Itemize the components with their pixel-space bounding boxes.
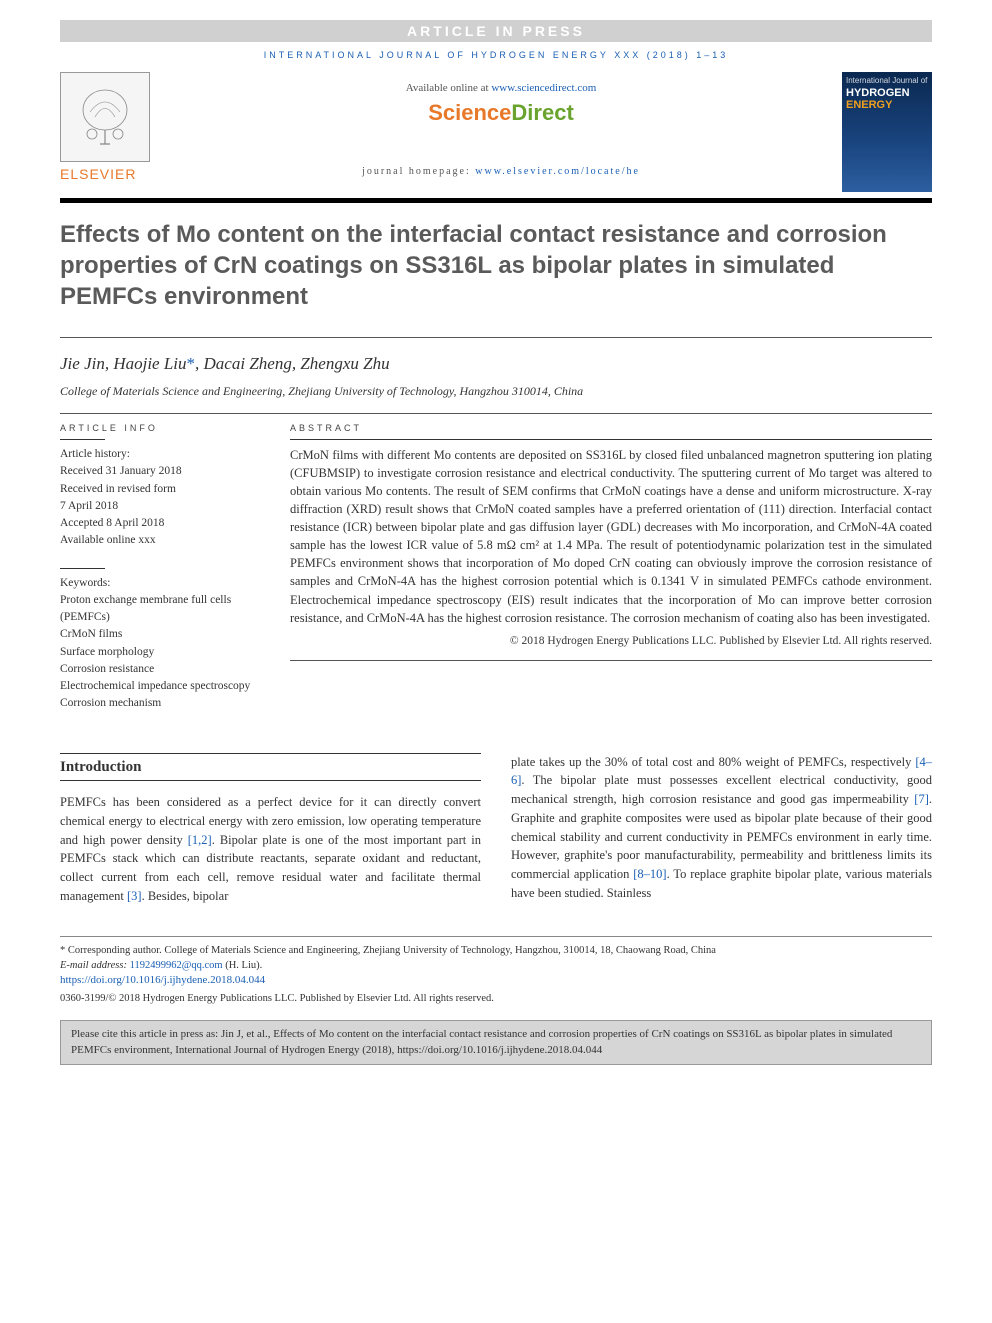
intro-top-rule <box>60 753 481 754</box>
intro-para-left: PEMFCs has been considered as a perfect … <box>60 793 481 906</box>
article-title: Effects of Mo content on the interfacial… <box>60 219 932 313</box>
available-prefix: Available online at <box>406 82 492 94</box>
affiliation: College of Materials Science and Enginee… <box>60 384 932 399</box>
history-item: Received in revised form <box>60 481 260 498</box>
sciencedirect-link[interactable]: www.sciencedirect.com <box>491 82 596 94</box>
homepage-link[interactable]: www.elsevier.com/locate/he <box>475 166 640 177</box>
history-block: Article history: Received 31 January 201… <box>60 446 260 550</box>
text-segment: plate takes up the 30% of total cost and… <box>511 755 915 769</box>
intro-para-right: plate takes up the 30% of total cost and… <box>511 753 932 903</box>
footnote-block: * Corresponding author. College of Mater… <box>60 936 932 1007</box>
abstract-text: CrMoN films with different Mo contents a… <box>290 446 932 627</box>
abstract-rule <box>290 439 932 440</box>
article-info-col: ARTICLE INFO Article history: Received 3… <box>60 422 260 713</box>
elsevier-tree-icon <box>60 72 150 162</box>
ref-link[interactable]: [1,2] <box>188 833 212 847</box>
available-online-line: Available online at www.sciencedirect.co… <box>160 82 842 94</box>
intro-heading: Introduction <box>60 756 481 779</box>
keyword: Corrosion mechanism <box>60 695 260 712</box>
info-rule <box>60 439 105 440</box>
keywords-label: Keywords: <box>60 575 260 592</box>
history-item: Available online xxx <box>60 532 260 549</box>
history-item: 7 April 2018 <box>60 498 260 515</box>
text-segment: . The bipolar plate must possesses excel… <box>511 773 932 806</box>
header-block: ELSEVIER Available online at www.science… <box>60 72 932 192</box>
kw-rule <box>60 568 105 569</box>
history-item: Received 31 January 2018 <box>60 463 260 480</box>
cover-line1: International Journal of <box>846 76 928 85</box>
article-info-label: ARTICLE INFO <box>60 422 260 436</box>
footer-copyright: 0360-3199/© 2018 Hydrogen Energy Publica… <box>60 991 932 1006</box>
center-header: Available online at www.sciencedirect.co… <box>160 72 842 177</box>
thick-rule <box>60 198 932 203</box>
left-column: Introduction PEMFCs has been considered … <box>60 753 481 906</box>
keywords-block: Keywords: Proton exchange membrane full … <box>60 575 260 713</box>
authors: Jie Jin, Haojie Liu*, Dacai Zheng, Zheng… <box>60 354 932 374</box>
cover-line2: HYDROGEN <box>846 87 928 99</box>
history-label: Article history: <box>60 446 260 463</box>
title-rule <box>60 337 932 338</box>
corresponding-author-footnote: * Corresponding author. College of Mater… <box>60 943 932 958</box>
elsevier-text: ELSEVIER <box>60 166 160 182</box>
keyword: CrMoN films <box>60 626 260 643</box>
email-link[interactable]: 1192499962@qq.com <box>130 960 223 971</box>
right-column: plate takes up the 30% of total cost and… <box>511 753 932 906</box>
email-label: E-mail address: <box>60 960 130 971</box>
cover-line3: ENERGY <box>846 99 928 111</box>
abstract-col: ABSTRACT CrMoN films with different Mo c… <box>290 422 932 713</box>
corresponding-mark: * <box>187 354 196 373</box>
journal-cover-thumb: International Journal of HYDROGEN ENERGY <box>842 72 932 192</box>
ref-link[interactable]: [7] <box>914 792 929 806</box>
abstract-copyright: © 2018 Hydrogen Energy Publications LLC.… <box>290 633 932 650</box>
keyword: Proton exchange membrane full cells (PEM… <box>60 592 260 627</box>
journal-homepage-line: journal homepage: www.elsevier.com/locat… <box>160 166 842 177</box>
sciencedirect-brand: ScienceDirect <box>160 100 842 126</box>
intro-bottom-rule <box>60 780 481 781</box>
meta-abstract-row: ARTICLE INFO Article history: Received 3… <box>60 422 932 713</box>
keyword: Surface morphology <box>60 644 260 661</box>
keyword: Corrosion resistance <box>60 661 260 678</box>
body-columns: Introduction PEMFCs has been considered … <box>60 753 932 906</box>
text-segment: . Besides, bipolar <box>142 889 229 903</box>
history-item: Accepted 8 April 2018 <box>60 515 260 532</box>
article-in-press-banner: ARTICLE IN PRESS <box>60 20 932 42</box>
email-line: E-mail address: 1192499962@qq.com (H. Li… <box>60 958 932 973</box>
elsevier-logo: ELSEVIER <box>60 72 160 182</box>
abstract-bottom-rule <box>290 660 932 661</box>
email-suffix: (H. Liu). <box>223 960 263 971</box>
journal-header-line: INTERNATIONAL JOURNAL OF HYDROGEN ENERGY… <box>60 46 932 72</box>
affil-rule <box>60 413 932 414</box>
homepage-prefix: journal homepage: <box>362 166 475 177</box>
ref-link[interactable]: [8–10] <box>633 867 666 881</box>
doi-link[interactable]: https://doi.org/10.1016/j.ijhydene.2018.… <box>60 974 265 986</box>
ref-link[interactable]: [3] <box>127 889 142 903</box>
citation-box: Please cite this article in press as: Ji… <box>60 1020 932 1065</box>
abstract-label: ABSTRACT <box>290 422 932 435</box>
keyword: Electrochemical impedance spectroscopy <box>60 678 260 695</box>
